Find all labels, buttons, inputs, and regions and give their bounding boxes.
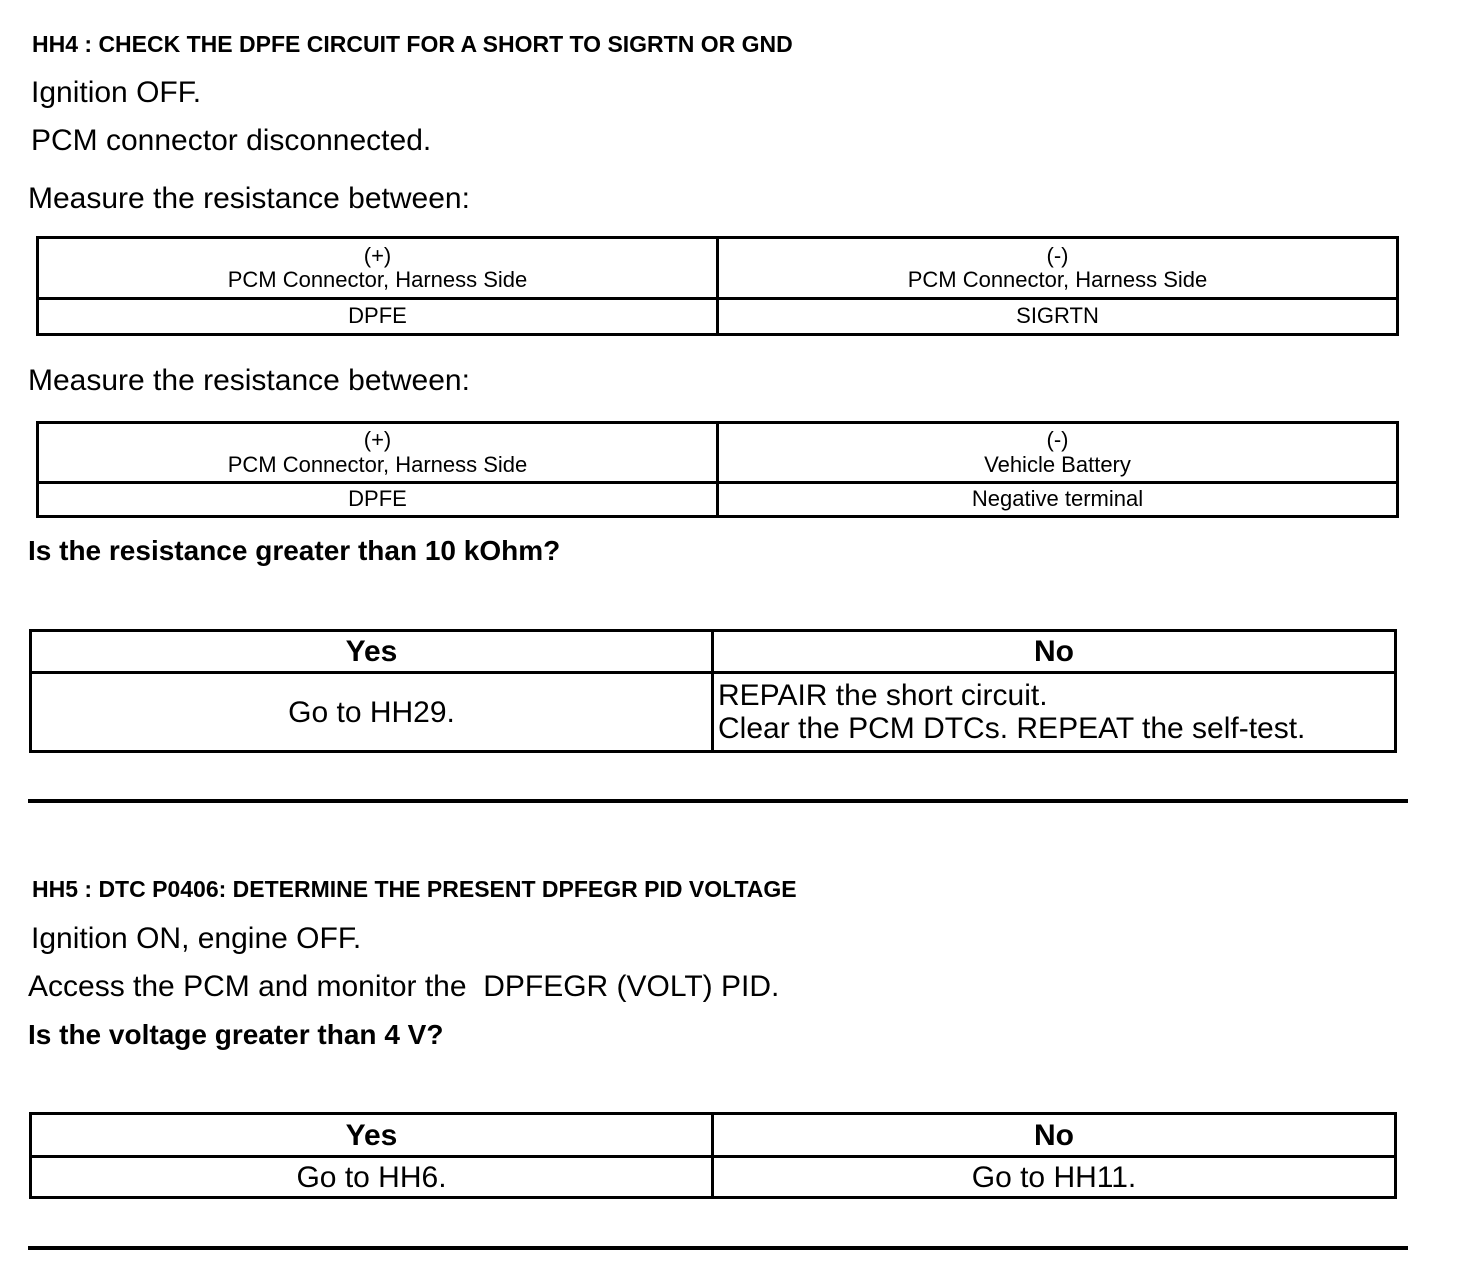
measure-label: Measure the resistance between: <box>28 364 470 397</box>
measurement-table-2: (+) PCM Connector, Harness Side (-) Vehicl… <box>36 421 1399 518</box>
hh5-heading: HH5 : DTC P0406: DETERMINE THE PRESENT D… <box>32 876 797 902</box>
minus-header: (-) PCM Connector, Harness Side <box>716 236 1399 300</box>
plus-sign: (+) <box>363 427 392 453</box>
plus-value: DPFE <box>36 481 719 518</box>
minus-sign: (-) <box>1046 242 1069 268</box>
hh4-heading: HH4 : CHECK THE DPFE CIRCUIT FOR A SHORT… <box>32 31 793 57</box>
instruction-line: Ignition ON, engine OFF. <box>31 922 362 955</box>
instruction-line: PCM connector disconnected. <box>31 124 432 157</box>
plus-header: (+) PCM Connector, Harness Side <box>36 421 719 484</box>
section-divider <box>28 1246 1408 1250</box>
yes-header: Yes <box>29 1112 714 1158</box>
hh5-answer-table: Yes No Go to HH6. Go to HH11. <box>29 1112 1397 1199</box>
no-header: No <box>711 629 1397 674</box>
hh5-question: Is the voltage greater than 4 V? <box>28 1019 444 1050</box>
measure-label: Measure the resistance between: <box>28 182 470 215</box>
minus-label: PCM Connector, Harness Side <box>907 267 1208 292</box>
measurement-table-1: (+) PCM Connector, Harness Side (-) PCM Co… <box>36 236 1399 336</box>
plus-label: PCM Connector, Harness Side <box>227 267 528 292</box>
minus-label: Vehicle Battery <box>984 451 1131 477</box>
minus-value: SIGRTN <box>716 297 1399 336</box>
no-header: No <box>711 1112 1397 1158</box>
instruction-line: Access the PCM and monitor the DPFEGR (V… <box>28 970 780 1003</box>
minus-value: Negative terminal <box>716 481 1399 518</box>
minus-sign: (-) <box>1046 427 1069 453</box>
no-action: Go to HH11. <box>711 1155 1397 1199</box>
yes-action: Go to HH6. <box>29 1155 714 1199</box>
plus-value: DPFE <box>36 297 719 336</box>
no-action: REPAIR the short circuit. Clear the PCM D… <box>711 671 1397 753</box>
yes-action: Go to HH29. <box>29 671 714 753</box>
plus-sign: (+) <box>363 242 392 268</box>
hh4-question: Is the resistance greater than 10 kOhm? <box>28 535 561 566</box>
yes-header: Yes <box>29 629 714 674</box>
section-divider <box>28 799 1408 803</box>
no-action-line: Clear the PCM DTCs. REPEAT the self-test… <box>718 712 1306 745</box>
instruction-line: Ignition OFF. <box>31 76 202 109</box>
minus-header: (-) Vehicle Battery <box>716 421 1399 484</box>
hh4-answer-table: Yes No Go to HH29. REPAIR the short circ… <box>29 629 1397 753</box>
no-action-line: REPAIR the short circuit. <box>718 679 1048 712</box>
plus-label: PCM Connector, Harness Side <box>227 451 528 477</box>
plus-header: (+) PCM Connector, Harness Side <box>36 236 719 300</box>
